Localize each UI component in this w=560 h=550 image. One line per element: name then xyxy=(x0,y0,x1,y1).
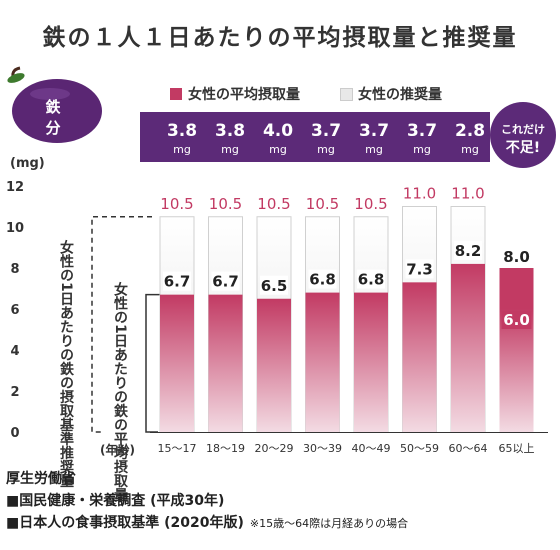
bar-average xyxy=(354,292,388,432)
y-tick-label: 2 xyxy=(10,385,19,400)
page-title: 鉄の１人１日あたりの平均摂取量と推奨量 xyxy=(42,25,518,51)
avg-value-bg xyxy=(454,240,482,260)
shortfall-tag-line2: 不足! xyxy=(505,140,541,156)
y-tick-label: 6 xyxy=(10,303,19,318)
x-tick-label: 20〜29 xyxy=(255,442,294,455)
avg-value-label: 6.7 xyxy=(212,273,239,291)
rec-value-label: 10.5 xyxy=(354,195,387,213)
avg-value-bg xyxy=(163,271,191,291)
avg-bracket xyxy=(145,293,160,433)
rec-bracket xyxy=(91,216,152,433)
source-note: ※15歳〜64際は月経ありの場合 xyxy=(249,517,409,530)
y-tick-label: 12 xyxy=(6,180,24,195)
rec-value-label: 10.5 xyxy=(160,195,193,213)
source-line2-text: ■日本人の食事摂取基準 (2020年版) xyxy=(6,515,244,531)
avg-value-label: 6.5 xyxy=(261,277,288,295)
iron-bar-chart: 0 2 4 6 8 10 12 10.5 6.7 15〜17 10.5 6.7 18〜19 10.5 6.5… xyxy=(6,180,548,455)
avg-value-bg xyxy=(405,259,434,279)
x-tick-label: 30〜39 xyxy=(303,442,342,455)
y-axis-unit: (mg) xyxy=(10,156,45,171)
x-axis-title: (年齢) xyxy=(100,443,135,457)
y-tick-label: 8 xyxy=(10,262,19,277)
shortfall-banner xyxy=(140,112,490,162)
shortfall-value: 4.0 xyxy=(262,121,294,141)
shortfall-value: 3.7 xyxy=(358,121,390,141)
rec-value-label: 10.5 xyxy=(257,195,290,213)
x-tick-label: 40〜49 xyxy=(352,442,391,455)
avg-value-bg xyxy=(308,269,337,289)
shortfall-unit: mg xyxy=(221,143,239,156)
shortfall-unit: mg xyxy=(269,143,287,156)
bar-average xyxy=(451,263,485,432)
bar-average xyxy=(499,309,534,432)
bar-average xyxy=(257,298,291,432)
shortfall-unit: mg xyxy=(317,143,335,156)
legend-swatch-avg xyxy=(170,88,182,100)
shortfall-unit: mg xyxy=(173,143,191,156)
shortfall-unit: mg xyxy=(461,143,479,156)
y-tick-label: 4 xyxy=(10,344,19,359)
bar-average xyxy=(160,294,194,432)
shortfall-unit: mg xyxy=(365,143,383,156)
shortfall-tag-line1: これだけ xyxy=(501,123,545,136)
avg-value-label: 6.0 xyxy=(503,311,530,329)
shortfall-value: 3.7 xyxy=(406,121,438,141)
source-line2: ■日本人の食事摂取基準 (2020年版) ※15歳〜64際は月経ありの場合 xyxy=(6,512,408,532)
x-tick-label: 18〜19 xyxy=(206,442,245,455)
avg-value-label: 6.8 xyxy=(358,271,385,289)
bar-average xyxy=(402,282,437,432)
plum-icon xyxy=(7,66,102,143)
legend-label-rec: 女性の推奨量 xyxy=(358,87,442,103)
rec-value-label: 10.5 xyxy=(209,195,242,213)
avg-value-bg xyxy=(501,311,532,329)
y-tick-label: 0 xyxy=(10,426,19,441)
avg-value-label: 7.3 xyxy=(406,260,433,278)
shortfall-unit: mg xyxy=(413,143,431,156)
x-tick-label: 15〜17 xyxy=(158,442,197,455)
avg-value-bg xyxy=(211,271,240,291)
x-tick-label: 50〜59 xyxy=(400,442,439,455)
bar-average xyxy=(208,294,243,432)
rec-value-label: 11.0 xyxy=(403,185,436,203)
rec-value-label: 11.0 xyxy=(451,185,484,203)
shortfall-value: 3.8 xyxy=(214,121,246,141)
avg-value-bg xyxy=(260,275,288,295)
legend-label-avg: 女性の平均摂取量 xyxy=(188,87,300,103)
rec-value-label: 10.5 xyxy=(306,195,339,213)
x-tick-label: 60〜64 xyxy=(449,442,488,455)
rec-annotation: 女性の1日あたりの鉄の摂取基準推奨量 xyxy=(58,238,74,490)
avg-value-label: 6.7 xyxy=(164,273,191,291)
x-tick-label: 65以上 xyxy=(499,442,535,455)
avg-value-bg xyxy=(357,269,385,289)
source-org: 厚生労働省 xyxy=(6,471,76,487)
source-line1: ■国民健康・栄養調査 (平成30年) xyxy=(6,493,225,509)
avg-annotation: 女性の1日あたりの鉄の平均摂取量 xyxy=(112,280,128,504)
shortfall-value: 2.8 xyxy=(454,121,486,141)
iron-badge-label: 鉄 分 xyxy=(45,98,71,137)
shortfall-value: 3.8 xyxy=(166,121,198,141)
rec-value-label: 8.0 xyxy=(503,248,530,266)
shortfall-value: 3.7 xyxy=(310,121,342,141)
avg-value-label: 6.8 xyxy=(309,271,336,289)
y-tick-label: 10 xyxy=(6,221,24,236)
avg-value-label: 8.2 xyxy=(455,242,482,260)
legend-swatch-rec xyxy=(340,88,353,101)
shortfall-tag xyxy=(490,102,556,168)
bar-average xyxy=(305,292,340,432)
